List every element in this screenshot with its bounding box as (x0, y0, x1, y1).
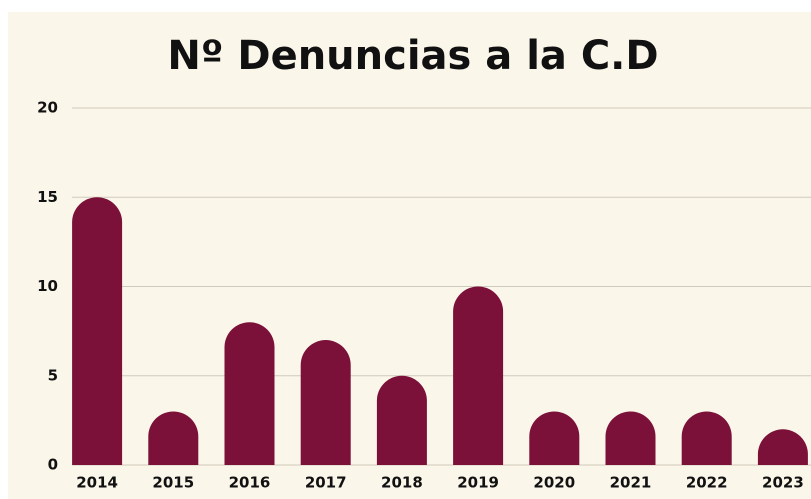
x-tick-label: 2015 (152, 474, 194, 492)
x-tick-label: 2019 (457, 474, 499, 492)
bar (757, 429, 808, 465)
x-tick-label: 2021 (610, 474, 652, 492)
bar (453, 286, 504, 465)
x-tick-label: 2017 (305, 474, 347, 492)
chart-title: Nº Denuncias a la C.D (167, 33, 658, 79)
y-tick-label: 20 (37, 99, 58, 117)
y-tick-label: 0 (48, 456, 58, 474)
x-tick-label: 2018 (381, 474, 423, 492)
bar (681, 411, 732, 465)
bar (376, 375, 427, 465)
bar (605, 411, 656, 465)
x-tick-label: 2022 (686, 474, 728, 492)
y-tick-label: 15 (37, 188, 58, 206)
x-tick-label: 2014 (76, 474, 118, 492)
y-tick-label: 10 (37, 277, 58, 295)
bar (148, 411, 199, 465)
bar (72, 197, 123, 465)
bar (224, 322, 275, 465)
bar (529, 411, 580, 465)
x-tick-label: 2020 (533, 474, 575, 492)
x-tick-label: 2016 (229, 474, 271, 492)
bar (300, 340, 351, 465)
x-tick-label: 2023 (762, 474, 804, 492)
y-tick-label: 5 (48, 366, 58, 384)
